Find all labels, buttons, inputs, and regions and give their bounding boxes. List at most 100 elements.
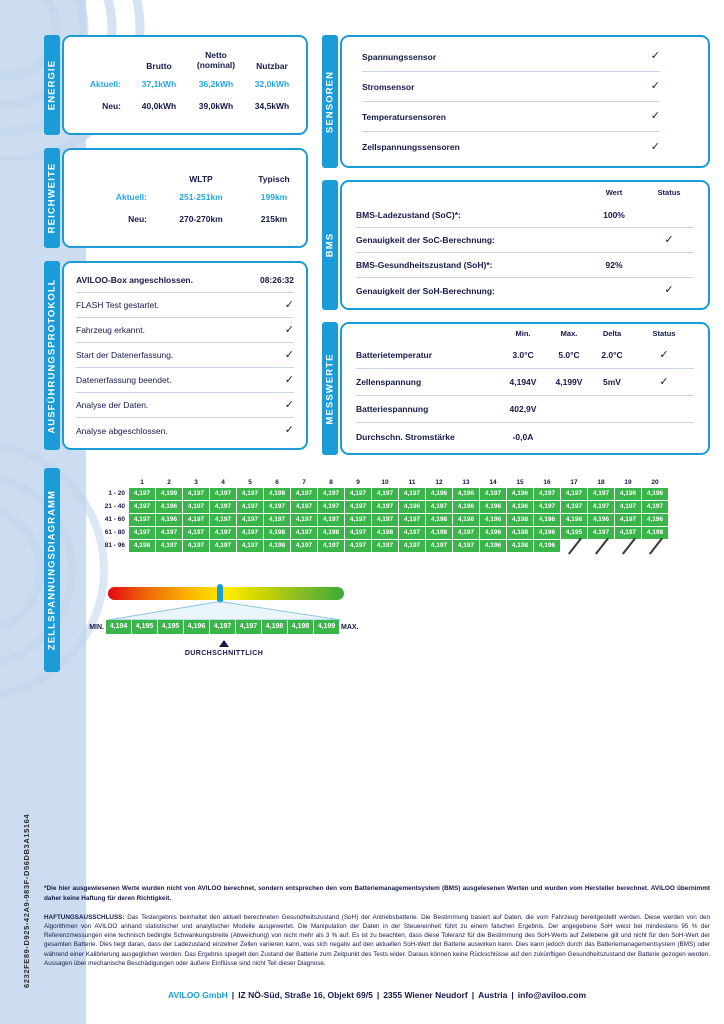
- energie-value: 39,0kWh: [198, 101, 234, 111]
- cell-voltage-value: 4,197: [183, 514, 209, 526]
- check-icon: ✓: [664, 284, 674, 296]
- energie-value: 36,2kWh: [198, 79, 234, 89]
- liability-disclaimer-text: Das Testergebnis beinhaltet den aktuell …: [44, 914, 710, 967]
- cell-empty-slash: [642, 540, 668, 552]
- cell-voltage-value: 4,197: [588, 527, 614, 539]
- messwerte-min: 402,9V: [509, 404, 537, 414]
- cell-voltage-value: 4,196: [507, 501, 533, 513]
- footer-city: 2355 Wiener Neudorf: [383, 990, 468, 1000]
- scale-voltage-value: 4,199: [314, 620, 339, 634]
- bms-label: BMS-Ladezustand (SoC)*:: [356, 210, 461, 220]
- check-icon: ✓: [284, 398, 294, 411]
- cell-voltage-value: 4,197: [426, 540, 452, 552]
- bms-values-note: *Die hier ausgewiesenen Werte wurden nic…: [44, 885, 710, 902]
- bms-value: 100%: [603, 210, 625, 220]
- scale-voltage-value: 4,194: [106, 620, 131, 634]
- reichweite-panel: WLTP Typisch Aktuell: 251-251km 199km Ne…: [62, 148, 308, 248]
- reichweite-value: 215km: [260, 214, 288, 224]
- cell-grid-row: 1 - 20 4,197 4,199 4,197 4,197 4,197 4,198 4,19…: [98, 488, 668, 500]
- cell-voltage-value: 4,197: [615, 514, 641, 526]
- cell-voltage-value: 4,197: [210, 527, 236, 539]
- check-icon: ✓: [284, 373, 294, 386]
- scale-voltage-value: 4,195: [132, 620, 157, 634]
- cell-voltage-value: 4,196: [480, 514, 506, 526]
- cell-voltage-value: 4,196: [534, 540, 560, 552]
- bms-col-wert: Wert: [605, 188, 623, 197]
- footer: AVILOO GmbH | IZ NÖ-Süd, Straße 16, Objekt…: [44, 990, 710, 1000]
- bms-tab-label: BMS: [324, 232, 336, 258]
- messwerte-row: Durchschn. Stromstärke -0,0A: [356, 423, 694, 450]
- cell-voltage-value: 4,197: [291, 527, 317, 539]
- cell-voltage-value: 4,198: [318, 527, 344, 539]
- bms-row: BMS-Ladezustand (SoC)*: 100%: [356, 203, 694, 228]
- cell-voltage-value: 4,199: [156, 488, 182, 500]
- bms-value: 92%: [605, 260, 623, 270]
- cell-voltage-value: 4,198: [507, 540, 533, 552]
- messwerte-tab-label: MESSWERTE: [324, 352, 336, 425]
- energie-value: 40,0kWh: [141, 101, 177, 111]
- cell-voltage-value: 4,197: [237, 501, 263, 513]
- cell-column-number: 19: [624, 479, 632, 486]
- messwerte-tab: MESSWERTE: [322, 322, 338, 455]
- energie-value: 32,0kWh: [254, 79, 290, 89]
- cell-voltage-value: 4,197: [291, 540, 317, 552]
- cell-voltage-value: 4,196: [507, 488, 533, 500]
- footer-address: IZ NÖ-Süd, Straße 16, Objekt 69/5: [238, 990, 373, 1000]
- reichweite-col-wltp: WLTP: [189, 174, 213, 184]
- sensor-item: Spannungssensor ✓: [362, 42, 660, 72]
- cell-voltage-value: 4,197: [237, 488, 263, 500]
- cell-voltage-value: 4,197: [480, 488, 506, 500]
- cell-column-number: 16: [543, 479, 551, 486]
- cell-column-number: 2: [167, 479, 171, 486]
- liability-disclaimer: HAFTUNGSAUSSCHLUSS: Das Testergebnis bei…: [44, 913, 710, 968]
- cell-voltage-value: 4,198: [264, 488, 290, 500]
- check-icon: ✓: [284, 323, 294, 336]
- messwerte-min: 4,194V: [509, 377, 537, 387]
- cell-column-number: 13: [462, 479, 470, 486]
- protokoll-label: Analyse abgeschlossen.: [76, 425, 168, 436]
- messwerte-col-delta: Delta: [602, 329, 622, 338]
- protokoll-list: AVILOO-Box angeschlossen. 08:26:32 FLASH…: [64, 263, 306, 443]
- cell-voltage-value: 4,197: [291, 501, 317, 513]
- cell-voltage-value: 4,198: [642, 527, 668, 539]
- cell-voltage-value: 4,196: [453, 501, 479, 513]
- cell-column-number: 20: [651, 479, 659, 486]
- cell-range-label: 81 - 96: [104, 542, 125, 549]
- cell-voltage-value: 4,197: [345, 527, 371, 539]
- check-icon: ✓: [284, 298, 294, 311]
- cell-voltage-value: 4,196: [615, 488, 641, 500]
- energie-value: 34,5kWh: [254, 101, 290, 111]
- energie-value: 37,1kWh: [141, 79, 177, 89]
- cell-voltage-value: 4,196: [453, 488, 479, 500]
- spacer: [356, 329, 498, 342]
- cell-column-number: 12: [435, 479, 443, 486]
- cell-voltage-value: 4,197: [615, 501, 641, 513]
- check-icon: ✓: [650, 50, 660, 62]
- cell-voltage-value: 4,197: [399, 514, 425, 526]
- voltage-gradient-bar: [108, 587, 344, 600]
- gradient-marker: [217, 584, 223, 603]
- reichweite-tab: REICHWEITE: [44, 148, 60, 248]
- footer-company: AVILOO GmbH: [167, 990, 228, 1000]
- footer-country: Austria: [478, 990, 508, 1000]
- cell-voltage-value: 4,197: [345, 540, 371, 552]
- cell-voltage-value: 4,196: [399, 501, 425, 513]
- check-icon: ✓: [659, 375, 669, 388]
- cell-voltage-value: 4,196: [534, 527, 560, 539]
- scale-voltage-value: 4,197: [236, 620, 261, 634]
- average-label: DURCHSCHNITTLICH: [184, 650, 264, 657]
- check-icon: ✓: [284, 424, 294, 436]
- bms-label: BMS-Gesundheitszustand (SoH)*:: [356, 260, 493, 270]
- cell-column-number: 10: [381, 479, 389, 486]
- cell-column-number: 18: [597, 479, 605, 486]
- cell-voltage-value: 4,197: [291, 514, 317, 526]
- cell-column-number: 8: [329, 479, 333, 486]
- messwerte-max: 5.0°C: [558, 350, 580, 360]
- check-icon: ✓: [650, 140, 660, 153]
- cell-voltage-value: 4,197: [588, 488, 614, 500]
- cell-voltage-value: 4,197: [345, 514, 371, 526]
- cell-voltage-value: 4,196: [480, 501, 506, 513]
- footer-email[interactable]: info@aviloo.com: [517, 990, 587, 1000]
- scale-max-label: MAX.: [341, 623, 359, 631]
- cell-voltage-value: 4,197: [210, 540, 236, 552]
